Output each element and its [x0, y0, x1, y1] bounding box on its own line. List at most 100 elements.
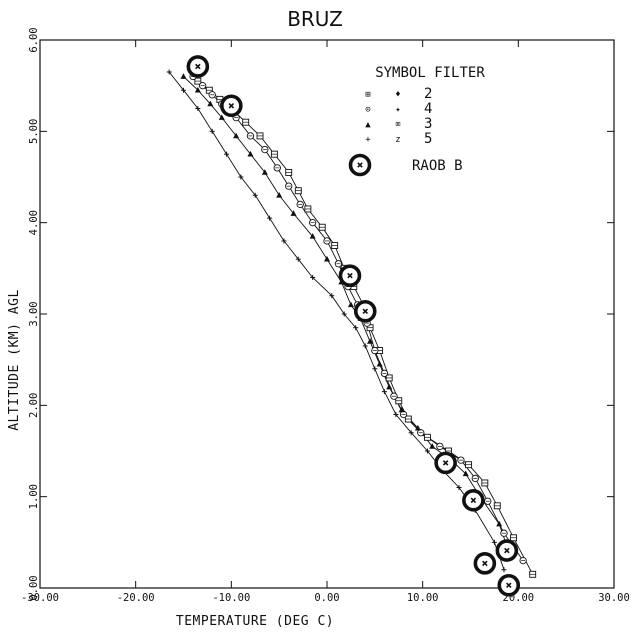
data-point-triangle [218, 114, 225, 120]
x-tick-label: -20.00 [117, 592, 155, 604]
y-tick-label: 2.00 [28, 393, 40, 418]
chart-title: BRUZ [287, 7, 343, 31]
data-point-triangle [276, 191, 283, 198]
data-point-plus [238, 174, 244, 180]
data-point-triangle [261, 169, 268, 175]
data-point-raob [495, 539, 519, 562]
data-point-raob [434, 451, 457, 475]
data-point-raob [497, 573, 521, 597]
data-point-raob [462, 489, 485, 512]
data-point-triangle [207, 100, 214, 107]
data-point-triangle [496, 520, 503, 527]
data-point-triangle [367, 338, 374, 344]
data-point-square [465, 461, 473, 469]
data-point-circle [296, 200, 304, 209]
data-point-circle [500, 529, 508, 537]
data-point-circle [457, 456, 465, 464]
data-point-triangle [414, 424, 421, 431]
data-point-plus [362, 343, 368, 349]
data-point-square [395, 397, 403, 405]
data-point-circle [380, 369, 389, 378]
data-point-plus [181, 87, 186, 93]
data-point-square [529, 570, 537, 578]
data-point-circle [323, 237, 331, 245]
x-tick-label: 10.00 [407, 592, 439, 604]
legend-symbol: + [365, 135, 371, 145]
data-point-square [481, 479, 489, 487]
data-point-square [242, 118, 250, 126]
y-tick-label: 0.00 [28, 575, 40, 600]
data-point-circle [471, 474, 479, 483]
data-point-triangle [324, 255, 330, 262]
x-tick-label: 0.00 [314, 592, 339, 604]
data-point-raob [338, 264, 362, 287]
data-point-square [270, 150, 278, 158]
legend-symbol: ▲ [365, 120, 371, 130]
data-point-triangle [398, 406, 405, 413]
data-point-plus [353, 325, 359, 331]
axes: -30.00 -20.00 -10.00 0.00 10.00 20.00 30.000.0… [21, 27, 630, 604]
data-point-square [510, 534, 517, 542]
legend-label: 5 [424, 131, 432, 147]
data-point-plus [491, 539, 497, 545]
data-point-square [256, 132, 264, 140]
data-point-plus [310, 274, 316, 280]
data-point-triangle [194, 86, 201, 93]
data-point-square [285, 168, 293, 176]
data-point-square [318, 223, 326, 231]
data-point-square [304, 205, 312, 213]
data-point-triangle [347, 301, 354, 308]
data-point-plus [209, 128, 215, 134]
data-point-circle [246, 132, 255, 140]
legend-symbol: ⌧ [395, 120, 400, 130]
legend-raob-symbol [348, 153, 372, 177]
x-tick-label: -10.00 [212, 592, 250, 604]
data-point-circle [261, 145, 269, 154]
data-point-circle [399, 410, 408, 419]
legend: SYMBOL FILTER ⊞ ♦ 2 ⊙ ✦ 4 ▲ ⌧ 3 + z 5 RAOB B [348, 65, 485, 177]
data-point-plus [372, 366, 378, 372]
data-point-triangle [386, 383, 393, 390]
y-tick-label: 4.00 [28, 210, 40, 235]
data-point-triangle [309, 233, 316, 239]
data-point-raob [473, 552, 497, 575]
data-point-circle [436, 442, 444, 451]
data-point-circle [285, 182, 293, 190]
x-tick-label: -30.00 [21, 592, 59, 604]
legend-label: 3 [424, 116, 432, 132]
data-point-circle [519, 556, 527, 565]
series-markers [166, 55, 537, 597]
data-point-plus [195, 106, 201, 111]
legend-symbol: ✦ [395, 105, 401, 115]
legend-label: RAOB B [412, 158, 463, 174]
data-point-triangle [376, 360, 383, 367]
y-tick-label: 5.00 [28, 119, 40, 144]
data-point-square [404, 415, 412, 423]
legend-label: 4 [424, 101, 432, 117]
y-axis-title: ALTITUDE (KM) AGL [7, 289, 22, 431]
data-point-circle [198, 82, 207, 90]
data-point-triangle [429, 443, 436, 449]
data-point-circle [334, 260, 343, 268]
data-point-circle [208, 91, 216, 99]
data-point-circle [390, 392, 398, 400]
data-point-circle [308, 219, 317, 227]
data-point-circle [417, 429, 425, 437]
data-point-square [493, 502, 501, 510]
data-point-plus [252, 192, 258, 198]
legend-symbol: ♦ [395, 90, 400, 100]
legend-label: 2 [424, 86, 432, 102]
legend-symbol: ⊞ [365, 90, 370, 100]
data-point-square [424, 433, 431, 441]
data-point-triangle [247, 150, 254, 157]
data-point-square [194, 77, 202, 85]
legend-symbol: ⊙ [365, 105, 370, 115]
data-point-plus [295, 256, 301, 262]
data-point-square [385, 374, 393, 382]
data-point-plus [329, 293, 335, 299]
data-point-plus [281, 238, 287, 244]
legend-symbol: z [395, 135, 400, 145]
data-point-circle [371, 346, 379, 355]
